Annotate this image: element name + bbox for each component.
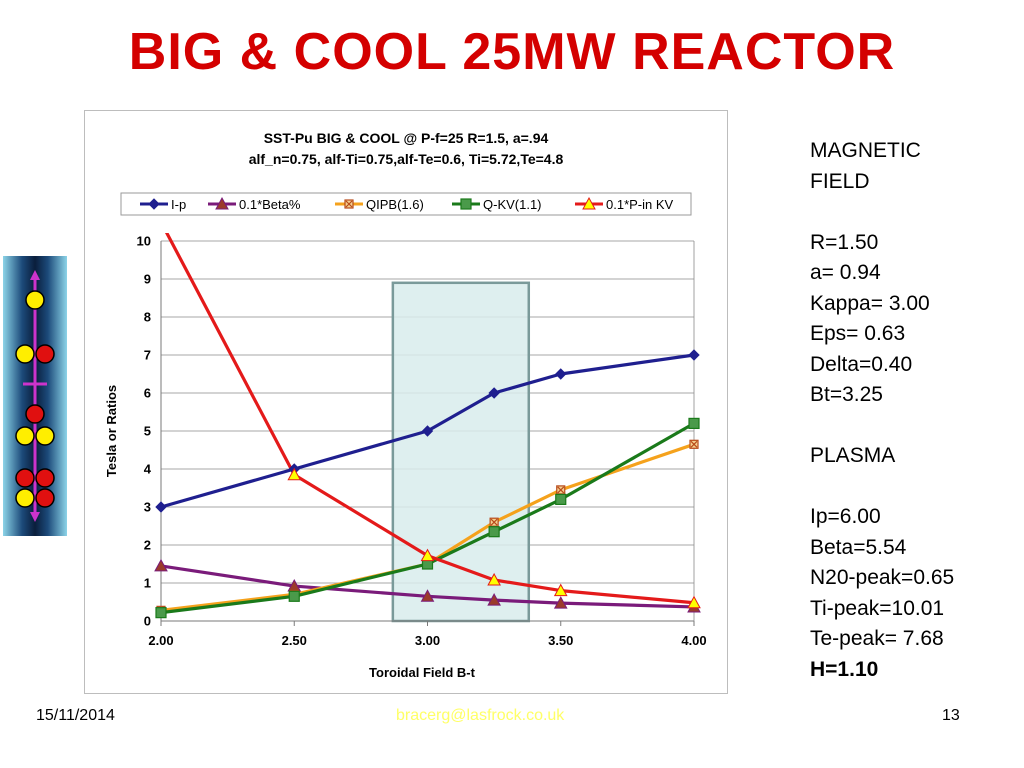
data-point (487, 572, 501, 586)
legend-label: I-p (171, 197, 186, 212)
data-point (287, 467, 302, 481)
x-tick-label: 3.50 (548, 633, 573, 648)
parameter-line (810, 411, 1020, 442)
data-point-x (490, 518, 498, 526)
data-point (154, 558, 168, 572)
series-markers-0 (155, 349, 700, 513)
data-point (155, 607, 167, 619)
legend-box (120, 192, 692, 216)
legend-label: 0.1*P-in KV (606, 197, 674, 212)
x-tick-label: 2.50 (282, 633, 307, 648)
y-tick-label: 3 (144, 500, 151, 515)
series-line-2 (161, 442, 695, 612)
legend-label: Q-KV(1.1) (483, 197, 542, 212)
parameter-line: Te-peak= 7.68 (810, 627, 944, 650)
y-tick-label: 10 (137, 234, 151, 249)
parameter-line: Beta=5.54 (810, 535, 907, 559)
plasma-cross-section-graphic (15, 270, 55, 522)
y-tick-label: 6 (144, 386, 151, 401)
data-point (288, 590, 300, 602)
data-point (487, 593, 501, 606)
chart-legend (120, 192, 692, 216)
parameter-line: MAGNETIC (810, 139, 921, 162)
data-point-x (557, 486, 565, 494)
x-tick-label: 4.00 (681, 633, 706, 648)
parameter-line: Ip=6.00 (810, 505, 881, 528)
parameter-line: R=1.50 (810, 230, 879, 254)
parameter-line: FIELD (810, 169, 870, 193)
y-tick-label: 9 (144, 272, 151, 287)
data-point (155, 501, 167, 513)
chart-subtitle: alf_n=0.75, alf-Ti=0.75,alf-Te=0.6, Ti=5… (249, 151, 564, 167)
x-tick-label: 2.00 (148, 633, 173, 648)
legend-marker (215, 196, 229, 210)
y-tick-label: 0 (144, 614, 151, 629)
parameter-line (810, 472, 1020, 503)
legend-marker-x (345, 200, 353, 208)
series-line-1 (161, 564, 695, 609)
parameter-line: Delta=0.40 (810, 352, 913, 376)
data-point (553, 583, 568, 597)
x-tick-label: 3.00 (415, 633, 440, 648)
plasma-cross-section-icon (3, 256, 67, 536)
data-point (420, 589, 435, 602)
data-point (420, 548, 435, 562)
data-point (555, 493, 567, 505)
y-tick-label: 5 (144, 424, 151, 439)
y-tick-label: 7 (144, 348, 151, 363)
footer-date: 15/11/2014 (36, 707, 115, 724)
parameters-panel: MAGNETIC FIELD R=1.50 a= 0.94 Kappa= 3.00 Eps… (810, 136, 1020, 685)
parameter-line (810, 197, 1020, 228)
legend-label: 0.1*Beta% (239, 197, 301, 212)
series-markers-4 (287, 467, 701, 609)
data-point-x (690, 440, 698, 448)
line-chart: SST-Pu BIG & COOL @ P-f=25 R=1.5, a=.94 a… (104, 130, 707, 680)
legend-marker (460, 198, 472, 210)
legend-label: QIPB(1.6) (366, 197, 424, 212)
series-line-3 (161, 422, 695, 615)
data-point (488, 387, 500, 399)
data-point (421, 425, 434, 437)
data-point (488, 526, 500, 538)
legend-marker (148, 198, 160, 210)
series-line-4 (164, 233, 695, 605)
slide-title: BIG & COOL 25MW REACTOR (128, 23, 896, 81)
chart-title: SST-Pu BIG & COOL @ P-f=25 R=1.5, a=.94 (264, 130, 549, 146)
y-tick-label: 1 (144, 576, 151, 591)
data-point (687, 595, 701, 609)
y-axis-label: Tesla or Ratios (104, 385, 119, 477)
parameter-line: Ti-peak=10.01 (810, 596, 945, 620)
parameter-line: N20-peak=0.65 (810, 566, 955, 589)
parameter-line: Bt=3.25 (810, 383, 883, 406)
y-tick-label: 2 (144, 538, 151, 553)
data-point (688, 349, 700, 361)
series-line-0 (161, 353, 695, 509)
data-point (688, 417, 700, 429)
chart-container: SST-Pu BIG & COOL @ P-f=25 R=1.5, a=.94 a… (84, 110, 728, 694)
highlight-region (391, 281, 531, 623)
parameter-line: Kappa= 3.00 (810, 291, 930, 315)
footer-email[interactable]: bracerg@lasfrock.co.uk (396, 707, 565, 724)
legend-marker (582, 196, 596, 210)
y-tick-label: 4 (144, 462, 152, 477)
parameter-line: PLASMA (810, 444, 896, 467)
y-tick-label: 8 (144, 310, 151, 325)
x-axis-label: Toroidal Field B-t (369, 665, 476, 680)
parameter-line: Eps= 0.63 (810, 322, 906, 345)
data-point (553, 596, 568, 609)
data-point (555, 368, 567, 380)
page-number: 13 (942, 707, 960, 724)
parameter-line: a= 0.94 (810, 261, 881, 284)
parameter-line: H=1.10 (810, 657, 879, 681)
